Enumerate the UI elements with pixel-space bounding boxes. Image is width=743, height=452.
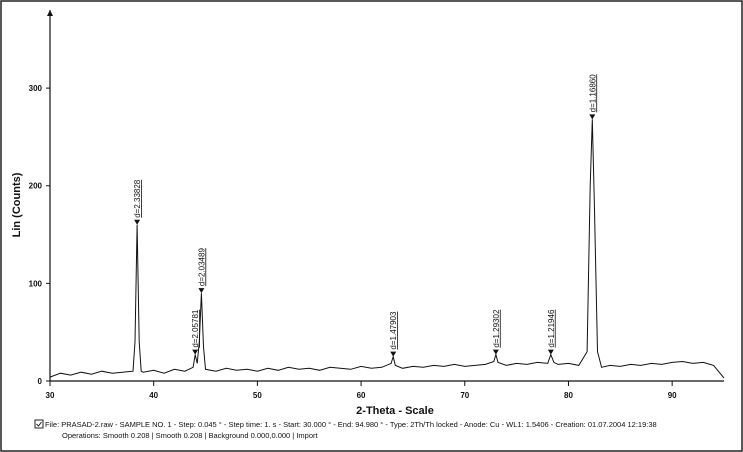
y-tick-label: 0 xyxy=(38,377,43,386)
peak-marker xyxy=(589,114,596,120)
peak-label: d=1.29302 xyxy=(492,309,501,348)
x-tick-label: 70 xyxy=(460,391,469,400)
y-tick-label: 200 xyxy=(29,182,43,191)
axis-arrow xyxy=(47,10,53,16)
y-tick-label: 300 xyxy=(29,84,43,93)
footer-line: Operations: Smooth 0.208 | Smooth 0.208 … xyxy=(62,431,319,440)
peak-marker xyxy=(192,349,199,355)
x-tick-label: 80 xyxy=(564,391,573,400)
peak-label: d=2.05781 xyxy=(191,309,200,348)
peak-label: d=2.03489 xyxy=(197,248,206,287)
peak-marker xyxy=(134,219,141,225)
peak-label: d=1.21946 xyxy=(547,309,556,348)
y-tick-label: 100 xyxy=(29,279,43,288)
x-tick-label: 40 xyxy=(149,391,158,400)
peak-label: d=1.16860 xyxy=(588,74,597,113)
peak-label: d=2.33828 xyxy=(133,179,142,218)
peak-marker xyxy=(390,351,397,357)
peak-label: d=1.47903 xyxy=(389,311,398,350)
x-tick-label: 30 xyxy=(46,391,55,400)
diffraction-line xyxy=(49,119,725,379)
checkbox-icon xyxy=(34,419,44,429)
x-tick-label: 60 xyxy=(357,391,366,400)
peak-marker xyxy=(198,288,205,294)
x-tick-label: 50 xyxy=(253,391,262,400)
peak-marker xyxy=(492,349,499,355)
check xyxy=(36,421,42,427)
x-tick-label: 90 xyxy=(668,391,677,400)
footer-line: File: PRASAD-2.raw - SAMPLE NO. 1 - Step… xyxy=(45,420,657,429)
y-axis-label: Lin (Counts) xyxy=(11,172,23,237)
x-axis-label: 2-Theta - Scale xyxy=(356,405,434,417)
peak-marker xyxy=(547,349,554,355)
